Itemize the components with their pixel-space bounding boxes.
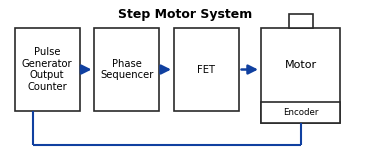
- Text: Step Motor System: Step Motor System: [118, 8, 252, 21]
- Bar: [94, 28, 159, 111]
- Text: FET: FET: [197, 64, 215, 75]
- Bar: [289, 14, 313, 28]
- Text: Pulse
Generator
Output
Counter: Pulse Generator Output Counter: [22, 47, 73, 92]
- Text: Phase
Sequencer: Phase Sequencer: [100, 59, 154, 80]
- Text: Encoder: Encoder: [283, 108, 318, 117]
- Bar: [261, 28, 340, 123]
- Bar: [15, 28, 80, 111]
- Bar: [174, 28, 239, 111]
- Text: Motor: Motor: [285, 60, 317, 70]
- Bar: [261, 102, 340, 123]
